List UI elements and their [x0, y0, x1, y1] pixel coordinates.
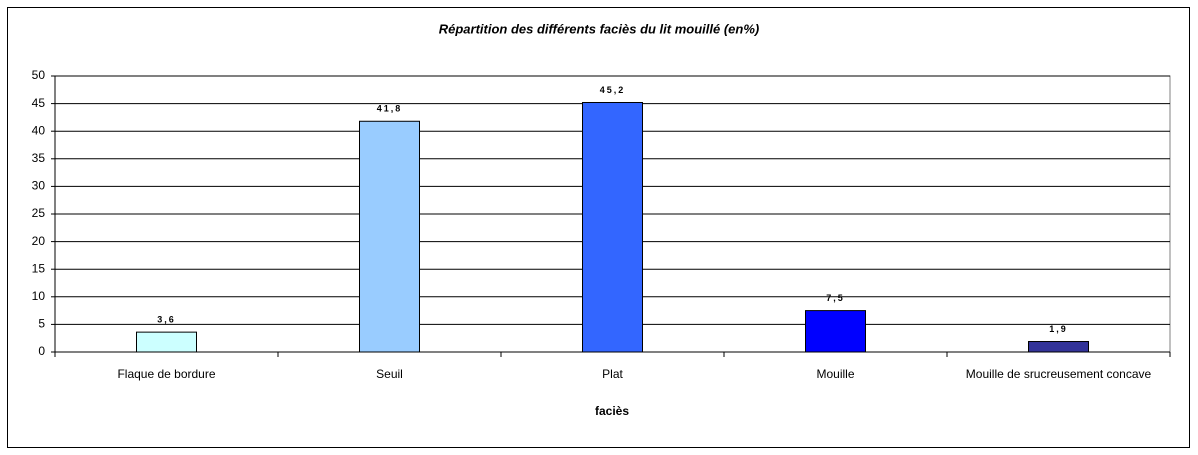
bar	[359, 120, 420, 353]
y-tick-label: 10	[32, 289, 46, 303]
y-tick-label: 50	[32, 68, 46, 82]
data-label: 1,9	[1049, 324, 1068, 334]
y-tick-label: 35	[32, 151, 46, 165]
x-tick-label: Seuil	[376, 367, 403, 381]
y-tick-label: 30	[32, 179, 46, 193]
y-tick-label: 40	[32, 123, 46, 137]
bar	[1028, 341, 1089, 353]
data-label: 7,5	[826, 293, 845, 303]
x-tick-label: Mouille de srucreusement concave	[965, 367, 1152, 381]
y-tick-label: 20	[32, 234, 46, 248]
y-tick-label: 45	[32, 96, 46, 110]
data-label: 3,6	[157, 315, 176, 325]
bar	[582, 101, 643, 353]
x-tick-label: Mouille	[816, 367, 855, 381]
y-tick-label: 0	[38, 344, 45, 358]
x-tick-label: Plat	[602, 367, 623, 381]
bar	[805, 310, 866, 353]
x-tick-label: Flaque de bordure	[117, 367, 216, 381]
y-tick-label: 25	[32, 206, 46, 220]
chart-title: Répartition des différents faciès du lit…	[439, 21, 759, 36]
x-axis-label: faciès	[595, 404, 629, 418]
bar	[136, 331, 197, 353]
data-label: 41,8	[377, 104, 403, 114]
data-label: 45,2	[600, 85, 626, 95]
y-tick-label: 15	[32, 261, 46, 275]
y-tick-label: 5	[38, 317, 45, 331]
